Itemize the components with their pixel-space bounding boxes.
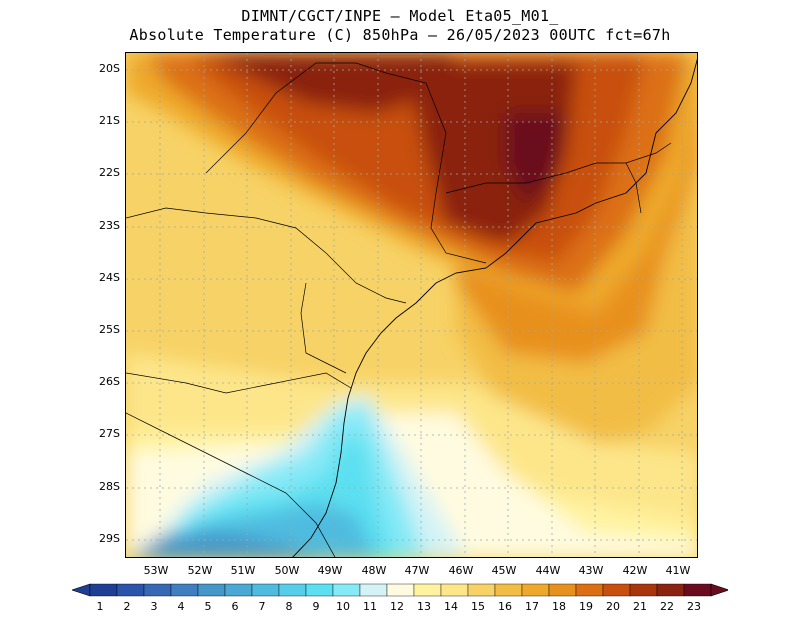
lon-label: 46W bbox=[448, 564, 474, 577]
lon-label: 44W bbox=[535, 564, 561, 577]
colorbar-label: 23 bbox=[687, 600, 701, 613]
colorbar-label: 12 bbox=[390, 600, 404, 613]
colorbar-swatch bbox=[116, 583, 145, 597]
temperature-map bbox=[126, 53, 697, 557]
lon-label: 41W bbox=[665, 564, 691, 577]
colorbar-swatch bbox=[386, 583, 415, 597]
colorbar-swatch bbox=[305, 583, 334, 597]
colorbar-label: 8 bbox=[285, 600, 293, 613]
colorbar-label: 5 bbox=[204, 600, 212, 613]
map-title-line1: DIMNT/CGCT/INPE – Model Eta05_M01_ bbox=[241, 7, 559, 25]
state-borders bbox=[126, 62, 672, 557]
colorbar-swatch bbox=[440, 583, 469, 597]
colorbar-label: 6 bbox=[231, 600, 239, 613]
colorbar-label: 19 bbox=[579, 600, 593, 613]
lon-label: 50W bbox=[274, 564, 300, 577]
colorbar-label: 22 bbox=[660, 600, 674, 613]
colorbar-label: 1 bbox=[96, 600, 104, 613]
colorbar-swatch bbox=[629, 583, 658, 597]
lon-label: 49W bbox=[317, 564, 343, 577]
lat-label: 28S bbox=[99, 480, 120, 493]
colorbar-swatch bbox=[494, 583, 523, 597]
colorbar-swatch bbox=[359, 583, 388, 597]
colorbar-label: 14 bbox=[444, 600, 458, 613]
map-panel bbox=[125, 52, 698, 558]
colorbar-swatch bbox=[89, 583, 118, 597]
colorbar-swatch bbox=[575, 583, 604, 597]
temperature-field bbox=[126, 53, 697, 557]
colorbar-label: 17 bbox=[525, 600, 539, 613]
colorbar-label: 18 bbox=[552, 600, 566, 613]
colorbar-label: 7 bbox=[258, 600, 266, 613]
lat-label: 23S bbox=[99, 219, 120, 232]
grid-lines bbox=[126, 53, 697, 557]
lon-label: 52W bbox=[187, 564, 213, 577]
colorbar-swatch bbox=[656, 583, 685, 597]
lon-label: 48W bbox=[361, 564, 387, 577]
lat-label: 25S bbox=[99, 323, 120, 336]
lat-label: 27S bbox=[99, 427, 120, 440]
lat-label: 29S bbox=[99, 532, 120, 545]
lon-label: 53W bbox=[143, 564, 169, 577]
lat-label: 20S bbox=[99, 62, 120, 75]
lat-label: 26S bbox=[99, 375, 120, 388]
lon-label: 43W bbox=[578, 564, 604, 577]
colorbar-swatch bbox=[332, 583, 361, 597]
colorbar-label: 10 bbox=[336, 600, 350, 613]
colorbar-label: 9 bbox=[312, 600, 320, 613]
colorbar-swatch bbox=[683, 583, 712, 597]
colorbar-label: 16 bbox=[498, 600, 512, 613]
colorbar-swatch bbox=[602, 583, 631, 597]
colorbar-arrow-low bbox=[72, 583, 91, 597]
colorbar-label: 15 bbox=[471, 600, 485, 613]
lat-label: 22S bbox=[99, 166, 120, 179]
colorbar-arrow-high bbox=[710, 583, 728, 597]
lon-label: 42W bbox=[622, 564, 648, 577]
colorbar-label: 4 bbox=[177, 600, 185, 613]
colorbar-swatch bbox=[278, 583, 307, 597]
colorbar-swatch bbox=[143, 583, 172, 597]
lon-label: 47W bbox=[404, 564, 430, 577]
colorbar-swatch bbox=[197, 583, 226, 597]
map-title-line2: Absolute Temperature (C) 850hPa – 26/05/… bbox=[129, 26, 671, 44]
colorbar-label: 21 bbox=[633, 600, 647, 613]
coastline bbox=[292, 58, 697, 557]
temperature-colorbar bbox=[72, 583, 728, 597]
colorbar-label: 11 bbox=[363, 600, 377, 613]
lon-label: 45W bbox=[491, 564, 517, 577]
colorbar-label: 2 bbox=[123, 600, 131, 613]
lat-label: 21S bbox=[99, 114, 120, 127]
lon-label: 51W bbox=[230, 564, 256, 577]
lat-label: 24S bbox=[99, 271, 120, 284]
colorbar-swatch bbox=[170, 583, 199, 597]
colorbar-label: 13 bbox=[417, 600, 431, 613]
colorbar-swatch bbox=[224, 583, 253, 597]
colorbar-swatch bbox=[548, 583, 577, 597]
colorbar-swatch bbox=[521, 583, 550, 597]
colorbar-swatch bbox=[467, 583, 496, 597]
colorbar-label: 20 bbox=[606, 600, 620, 613]
colorbar-swatch bbox=[251, 583, 280, 597]
colorbar-swatch bbox=[413, 583, 442, 597]
colorbar-label: 3 bbox=[150, 600, 158, 613]
